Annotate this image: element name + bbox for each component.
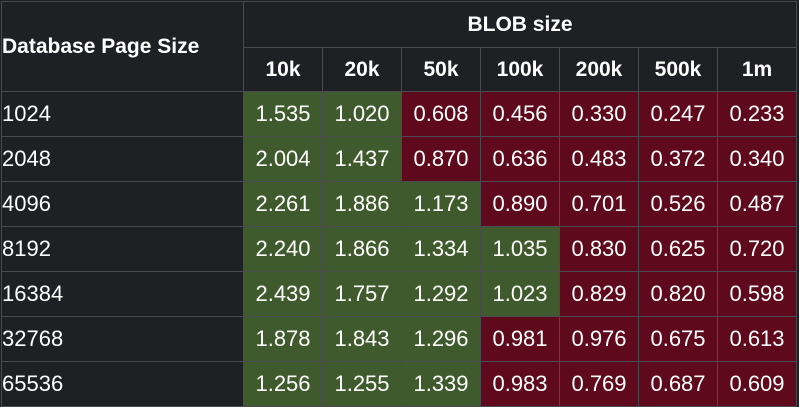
value-cell-1024-500k: 0.247 — [638, 91, 718, 137]
row-header-label: Database Page Size — [1, 1, 244, 92]
value-cell-4096-1m: 0.487 — [717, 181, 797, 227]
value-cell-32768-20k: 1.843 — [322, 316, 402, 362]
value-cell-1024-200k: 0.330 — [559, 91, 639, 137]
row-label-8192: 8192 — [1, 226, 244, 272]
column-header-500k: 500k — [638, 47, 718, 92]
value-cell-16384-20k: 1.757 — [322, 271, 402, 317]
value-cell-1024-50k: 0.608 — [401, 91, 481, 137]
value-cell-4096-500k: 0.526 — [638, 181, 718, 227]
value-cell-2048-1m: 0.340 — [717, 136, 797, 182]
column-header-1m: 1m — [717, 47, 797, 92]
value-cell-8192-10k: 2.240 — [243, 226, 323, 272]
value-cell-4096-10k: 2.261 — [243, 181, 323, 227]
table-row: 32768 1.878 1.843 1.296 0.981 0.976 0.675 0.613 — [1, 316, 797, 362]
value-cell-65536-10k: 1.256 — [243, 361, 323, 407]
column-header-10k: 10k — [243, 47, 323, 92]
row-label-65536: 65536 — [1, 361, 244, 407]
column-group-label: BLOB size — [243, 1, 797, 48]
value-cell-32768-50k: 1.296 — [401, 316, 481, 362]
table-body: 1024 1.535 1.020 0.608 0.456 0.330 0.247 0.233 2… — [1, 91, 797, 407]
value-cell-16384-200k: 0.829 — [559, 271, 639, 317]
value-cell-8192-1m: 0.720 — [717, 226, 797, 272]
value-cell-8192-50k: 1.334 — [401, 226, 481, 272]
value-cell-32768-1m: 0.613 — [717, 316, 797, 362]
value-cell-65536-200k: 0.769 — [559, 361, 639, 407]
value-cell-65536-20k: 1.255 — [322, 361, 402, 407]
value-cell-1024-1m: 0.233 — [717, 91, 797, 137]
value-cell-16384-100k: 1.023 — [480, 271, 560, 317]
value-cell-1024-10k: 1.535 — [243, 91, 323, 137]
row-label-32768: 32768 — [1, 316, 244, 362]
value-cell-4096-50k: 1.173 — [401, 181, 481, 227]
row-label-16384: 16384 — [1, 271, 244, 317]
column-header-row: 10k 20k 50k 100k 200k 500k 1m — [2, 47, 797, 92]
value-cell-2048-10k: 2.004 — [243, 136, 323, 182]
table-row: 2048 2.004 1.437 0.870 0.636 0.483 0.372 0.340 — [1, 136, 797, 182]
table-row: 16384 2.439 1.757 1.292 1.023 0.829 0.820 0.598 — [1, 271, 797, 317]
value-cell-32768-200k: 0.976 — [559, 316, 639, 362]
value-cell-8192-20k: 1.866 — [322, 226, 402, 272]
table-row: 1024 1.535 1.020 0.608 0.456 0.330 0.247 0.233 — [1, 91, 797, 137]
value-cell-65536-1m: 0.609 — [717, 361, 797, 407]
value-cell-2048-50k: 0.870 — [401, 136, 481, 182]
value-cell-16384-1m: 0.598 — [717, 271, 797, 317]
value-cell-8192-100k: 1.035 — [480, 226, 560, 272]
value-cell-32768-100k: 0.981 — [480, 316, 560, 362]
table-row: 8192 2.240 1.866 1.334 1.035 0.830 0.625 0.720 — [1, 226, 797, 272]
table-row: 65536 1.256 1.255 1.339 0.983 0.769 0.687 0.609 — [1, 361, 797, 407]
value-cell-4096-20k: 1.886 — [322, 181, 402, 227]
column-header-50k: 50k — [401, 47, 481, 92]
value-cell-8192-200k: 0.830 — [559, 226, 639, 272]
value-cell-16384-500k: 0.820 — [638, 271, 718, 317]
value-cell-4096-100k: 0.890 — [480, 181, 560, 227]
column-header-100k: 100k — [480, 47, 560, 92]
value-cell-1024-20k: 1.020 — [322, 91, 402, 137]
value-cell-2048-200k: 0.483 — [559, 136, 639, 182]
value-cell-2048-500k: 0.372 — [638, 136, 718, 182]
value-cell-32768-10k: 1.878 — [243, 316, 323, 362]
value-cell-8192-500k: 0.625 — [638, 226, 718, 272]
column-header-200k: 200k — [559, 47, 639, 92]
value-cell-65536-500k: 0.687 — [638, 361, 718, 407]
value-cell-32768-500k: 0.675 — [638, 316, 718, 362]
value-cell-16384-10k: 2.439 — [243, 271, 323, 317]
value-cell-16384-50k: 1.292 — [401, 271, 481, 317]
value-cell-2048-20k: 1.437 — [322, 136, 402, 182]
value-cell-1024-100k: 0.456 — [480, 91, 560, 137]
row-label-2048: 2048 — [1, 136, 244, 182]
value-cell-4096-200k: 0.701 — [559, 181, 639, 227]
value-cell-65536-100k: 0.983 — [480, 361, 560, 407]
value-cell-65536-50k: 1.339 — [401, 361, 481, 407]
row-label-1024: 1024 — [1, 91, 244, 137]
column-header-20k: 20k — [322, 47, 402, 92]
value-cell-2048-100k: 0.636 — [480, 136, 560, 182]
row-label-4096: 4096 — [1, 181, 244, 227]
table-row: 4096 2.261 1.886 1.173 0.890 0.701 0.526 0.487 — [1, 181, 797, 227]
